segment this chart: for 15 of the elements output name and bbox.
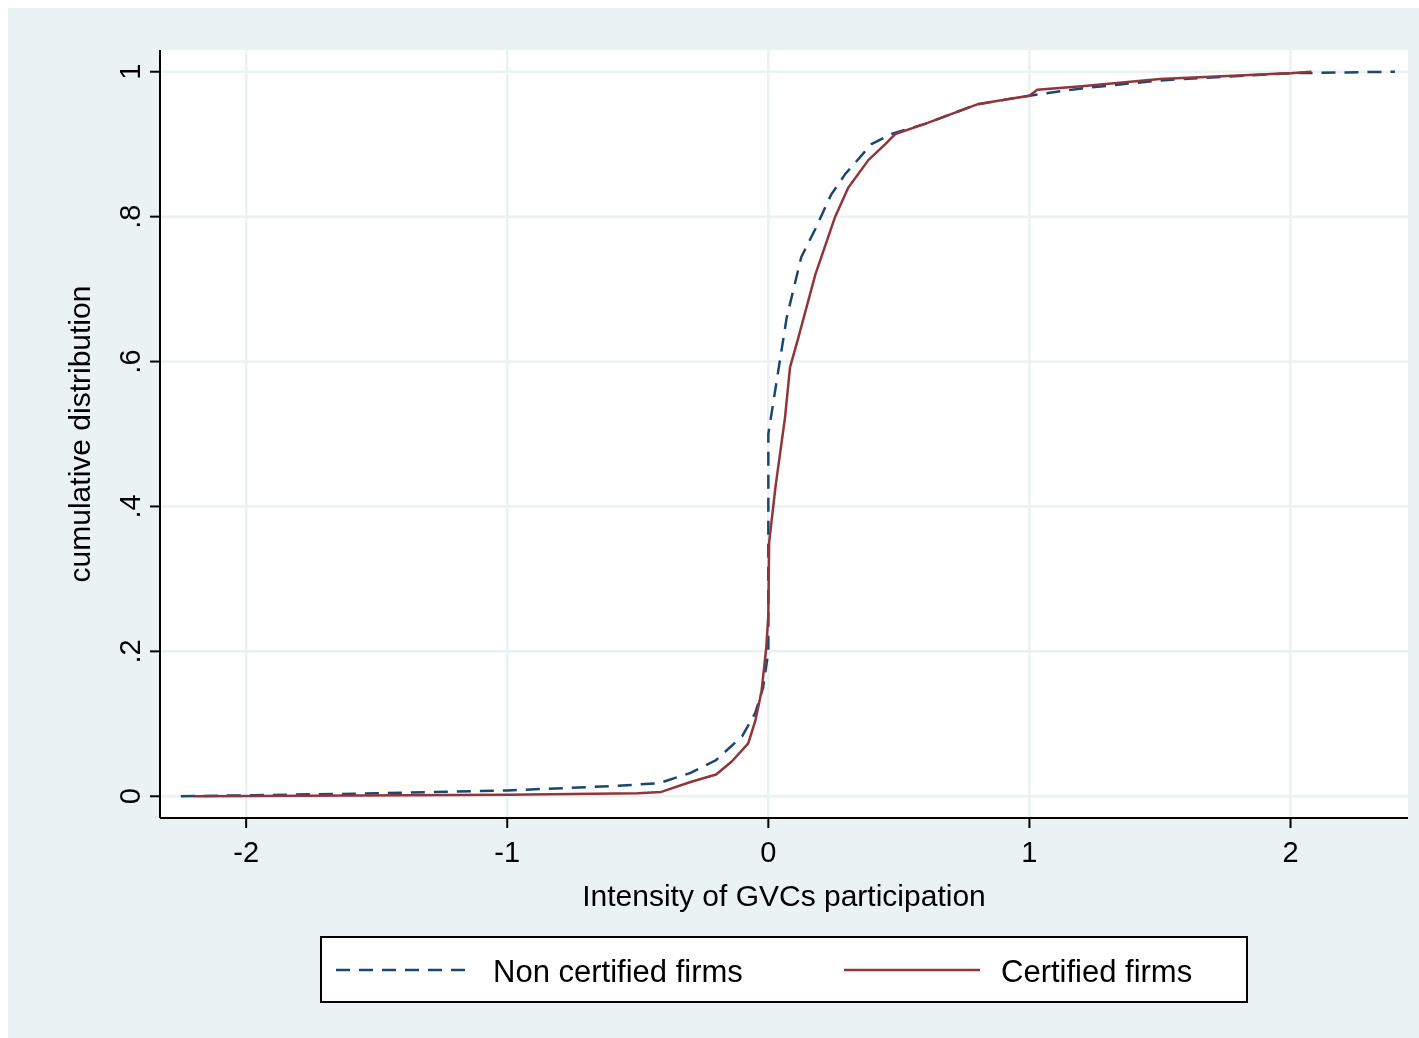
x-tick-label: 0 xyxy=(760,836,777,868)
legend-label: Certified firms xyxy=(1001,954,1193,989)
y-tick-label: 0 xyxy=(114,788,146,805)
x-tick-label: 1 xyxy=(1021,836,1038,868)
y-tick-label: .2 xyxy=(114,639,146,664)
x-tick-label: 2 xyxy=(1282,836,1299,868)
y-tick-label: .4 xyxy=(114,494,146,519)
x-axis-title: Intensity of GVCs participation xyxy=(582,879,986,912)
y-axis-title: cumulative distribution xyxy=(63,285,96,583)
y-tick-label: .8 xyxy=(114,204,146,229)
legend-label: Non certified firms xyxy=(493,954,743,989)
x-tick-label: -2 xyxy=(233,836,260,868)
y-tick-label: .6 xyxy=(114,349,146,374)
y-tick-label: 1 xyxy=(114,63,146,80)
x-tick-label: -1 xyxy=(494,836,521,868)
